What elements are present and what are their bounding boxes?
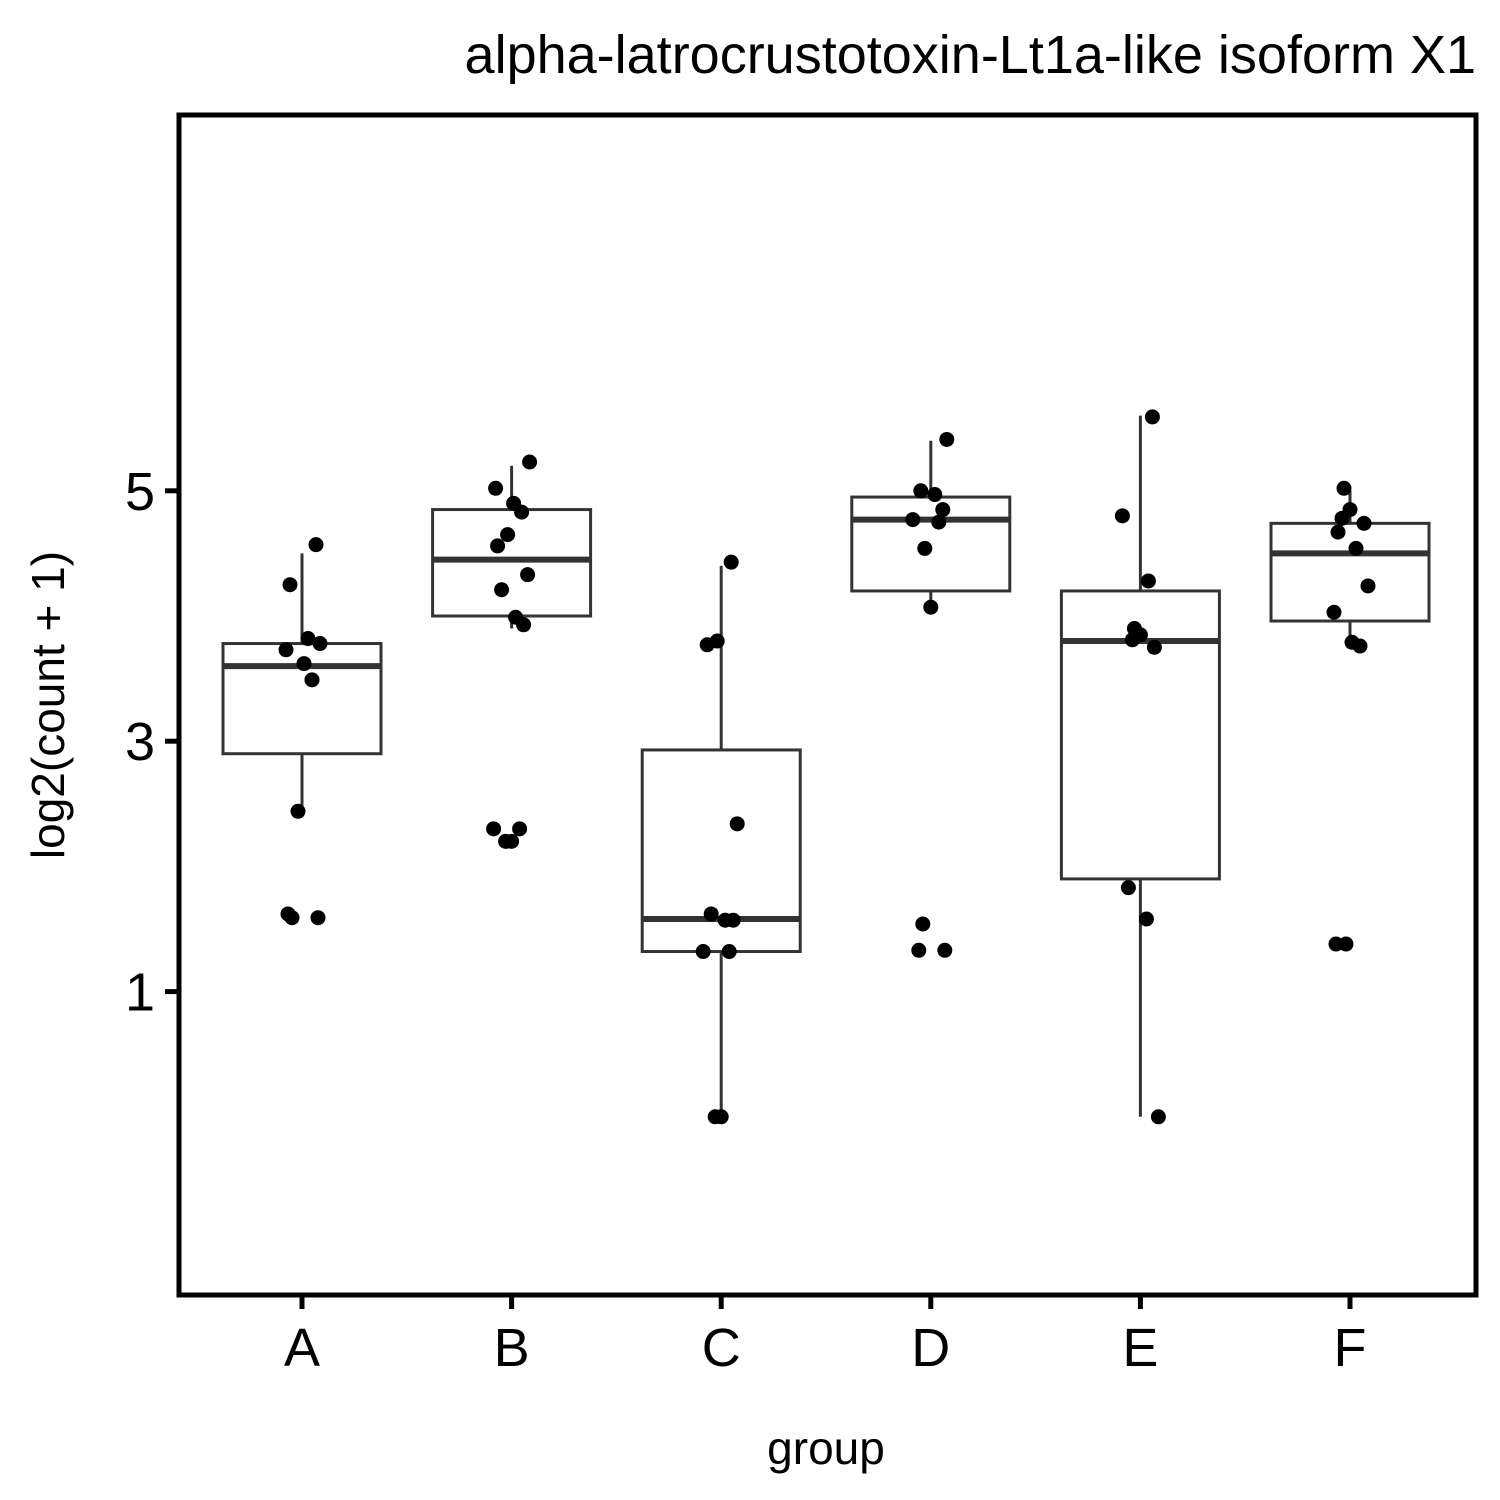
data-point-e — [1114, 508, 1130, 524]
data-point-b — [486, 821, 502, 837]
chart-title: alpha-latrocrustotoxin-Lt1a-like isoform… — [465, 25, 1476, 85]
data-point-f — [1330, 524, 1346, 540]
data-point-d — [935, 502, 951, 518]
data-point-c — [695, 944, 711, 960]
data-point-d — [937, 942, 953, 958]
y-tick-label: 5 — [125, 462, 155, 522]
box-group-e — [1059, 415, 1221, 1117]
data-point-c — [703, 906, 719, 922]
data-point-c — [699, 637, 715, 653]
box-group-f — [1269, 490, 1431, 638]
x-tick-label: D — [911, 1318, 950, 1378]
data-point-b — [514, 504, 530, 520]
data-point-f — [1328, 936, 1344, 952]
box-group-b — [431, 465, 593, 629]
data-point-f — [1360, 578, 1376, 594]
data-point-d — [917, 540, 933, 556]
x-axis: A B C D E F — [284, 1295, 1367, 1378]
data-point-c — [721, 944, 737, 960]
x-tick-label: C — [702, 1318, 741, 1378]
data-point-a — [310, 910, 326, 926]
x-tick-label: A — [284, 1318, 320, 1378]
data-point-e — [1146, 639, 1162, 655]
data-point-d — [927, 487, 943, 503]
x-tick-label: E — [1122, 1318, 1158, 1378]
data-point-f — [1348, 540, 1364, 556]
data-point-b — [520, 567, 536, 583]
x-axis-title: group — [767, 1422, 885, 1474]
x-tick-label: B — [494, 1318, 530, 1378]
data-point-c — [723, 554, 739, 570]
data-point-c — [725, 912, 741, 928]
data-point-e — [1124, 632, 1140, 648]
box-group-a — [221, 553, 383, 817]
data-point-e — [1138, 911, 1154, 927]
data-point-a — [300, 631, 316, 647]
data-point-b — [500, 527, 516, 543]
data-point-b — [494, 582, 510, 598]
data-point-e — [1140, 573, 1156, 589]
data-point-f — [1356, 515, 1372, 531]
data-point-a — [308, 537, 324, 553]
box-group-d — [850, 440, 1012, 601]
data-point-a — [312, 636, 328, 652]
data-point-e — [1144, 409, 1160, 425]
data-point-c — [713, 1109, 729, 1125]
data-point-b — [516, 617, 532, 633]
data-point-b — [522, 454, 538, 470]
data-point-d — [915, 916, 931, 932]
y-tick-label: 1 — [125, 963, 155, 1023]
data-point-e — [1120, 880, 1136, 896]
data-point-d — [913, 483, 929, 499]
y-axis: 1 3 5 — [125, 462, 179, 1023]
data-point-a — [290, 803, 306, 819]
boxes-layer — [221, 415, 1431, 1117]
box — [431, 508, 593, 618]
data-point-c — [729, 816, 745, 832]
data-point-d — [923, 599, 939, 615]
data-point-b — [488, 480, 504, 496]
data-point-b — [504, 833, 520, 849]
data-point-a — [282, 577, 298, 593]
data-point-e — [1150, 1109, 1166, 1125]
data-point-f — [1326, 604, 1342, 620]
y-tick-label: 3 — [125, 712, 155, 772]
data-point-a — [284, 910, 300, 926]
y-axis-title: log2(count + 1) — [22, 551, 74, 859]
plot-panel — [176, 112, 1479, 1298]
points-layer — [278, 409, 1376, 1125]
data-point-b — [512, 821, 528, 837]
data-point-a — [304, 672, 320, 688]
data-point-f — [1334, 510, 1350, 526]
data-point-a — [278, 642, 294, 658]
data-point-d — [905, 512, 921, 528]
data-point-d — [939, 431, 955, 447]
data-point-b — [490, 538, 506, 554]
box — [1269, 521, 1431, 623]
x-tick-label: F — [1334, 1318, 1367, 1378]
data-point-a — [296, 656, 312, 672]
data-point-d — [931, 514, 947, 530]
data-point-f — [1352, 638, 1368, 654]
data-point-f — [1336, 480, 1352, 496]
data-point-d — [911, 942, 927, 958]
box-group-c — [640, 565, 802, 1117]
